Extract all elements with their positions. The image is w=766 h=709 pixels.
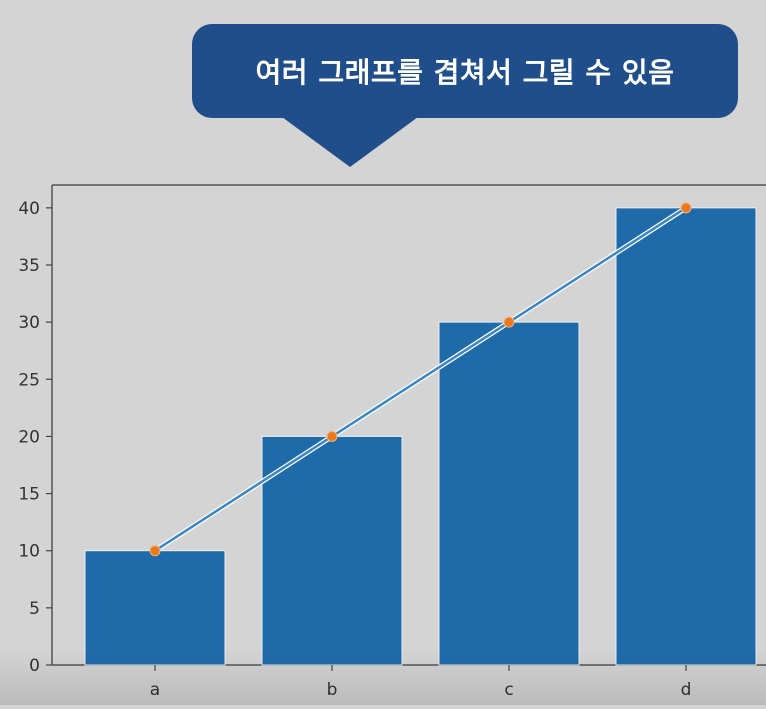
x-tick-label: c (504, 680, 513, 700)
y-tick-label: 25 (18, 370, 40, 390)
y-tick-label: 10 (18, 542, 40, 562)
line-marker-d (680, 202, 692, 214)
line-series (154, 206, 687, 552)
y-tick-label: 35 (18, 256, 40, 276)
y-tick-label: 0 (29, 656, 40, 676)
y-tick-label: 40 (18, 199, 40, 219)
bar-d (615, 207, 757, 666)
callout-tail (282, 117, 418, 167)
y-tick-label: 20 (18, 427, 40, 447)
line-marker-a (149, 545, 161, 557)
x-tick-label: d (681, 680, 692, 700)
y-tick-label: 5 (29, 599, 40, 619)
bar-a (84, 550, 226, 666)
callout-box: 여러 그래프를 겹쳐서 그릴 수 있음 (192, 24, 738, 118)
x-tick-label: a (150, 680, 160, 700)
x-tick-label: b (327, 680, 338, 700)
bar-b (261, 435, 403, 666)
callout-text: 여러 그래프를 겹쳐서 그릴 수 있음 (255, 56, 675, 89)
line-marker-c (503, 316, 515, 328)
y-tick-label: 30 (18, 313, 40, 333)
bar-c (438, 321, 580, 666)
line-marker-b (326, 430, 338, 442)
y-tick-label: 15 (18, 485, 40, 505)
